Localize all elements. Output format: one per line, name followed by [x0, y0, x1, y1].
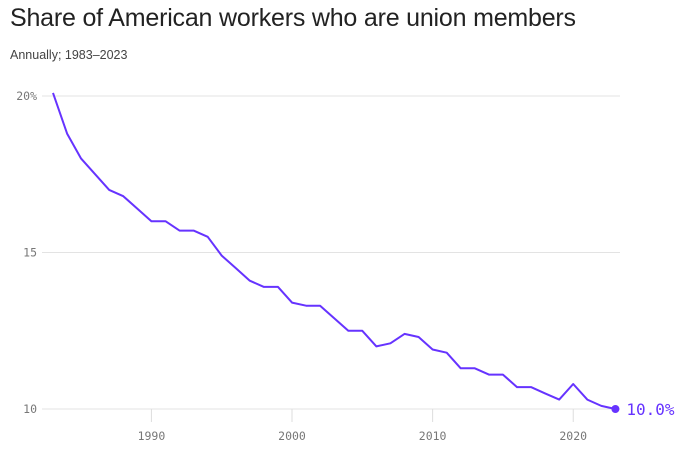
x-tick-label: 2000	[278, 429, 306, 443]
y-tick-label: 10	[23, 402, 37, 416]
end-point	[611, 405, 620, 413]
chart-title: Share of American workers who are union …	[10, 4, 576, 32]
data-line	[52, 92, 616, 410]
end-value-label: 10.0%	[626, 400, 675, 419]
x-tick-label: 1990	[138, 429, 166, 443]
y-tick-label: 15	[23, 246, 37, 260]
x-tick-label: 2020	[559, 429, 587, 443]
y-tick-label: 20%	[16, 89, 37, 103]
chart-subtitle: Annually; 1983–2023	[10, 48, 128, 62]
x-tick-label: 2010	[419, 429, 447, 443]
